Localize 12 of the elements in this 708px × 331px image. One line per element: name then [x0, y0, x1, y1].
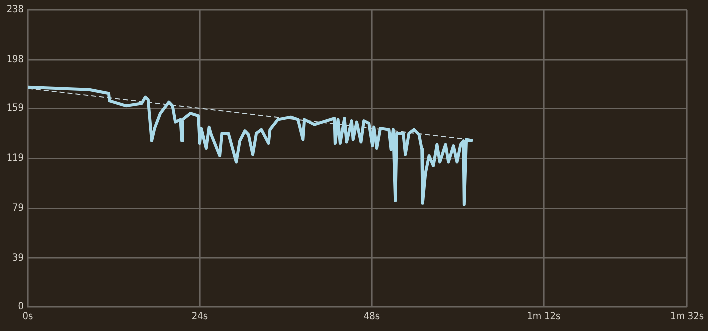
- y-tick-label: 159: [6, 103, 24, 114]
- y-tick-label: 119: [6, 153, 24, 164]
- x-tick-label: 48s: [364, 312, 380, 323]
- x-tick-label: 24s: [192, 312, 208, 323]
- y-tick-label: 238: [6, 4, 24, 16]
- y-tick-label: 198: [6, 54, 24, 66]
- y-tick-label: 79: [12, 203, 24, 214]
- y-tick-label: 39: [12, 252, 24, 264]
- x-tick-label: 1m 32s: [670, 312, 704, 323]
- y-tick-label: 0: [18, 302, 24, 313]
- x-tick-label: 0s: [22, 312, 34, 323]
- x-tick-label: 1m 12s: [527, 312, 561, 323]
